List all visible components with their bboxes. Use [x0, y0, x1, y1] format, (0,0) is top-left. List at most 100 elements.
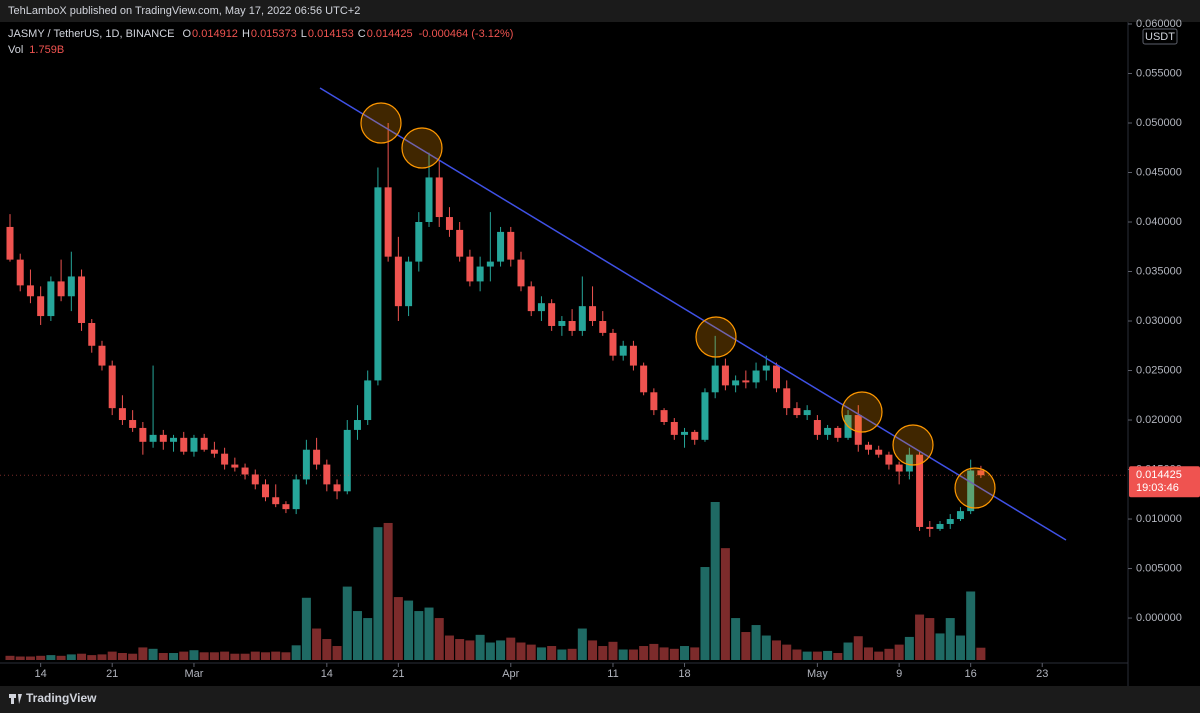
currency: USDT	[1145, 31, 1175, 43]
candle-body	[589, 306, 597, 322]
candle-body	[323, 464, 331, 485]
candle-body	[537, 303, 545, 312]
candle-body	[374, 187, 382, 381]
x-tick-label: Mar	[184, 668, 203, 680]
volume-bar	[148, 648, 158, 660]
volume-bar	[66, 654, 76, 660]
volume-bar	[853, 636, 863, 660]
x-tick-label: 18	[678, 668, 690, 680]
y-tick-label: 0.035000	[1136, 265, 1182, 277]
candle-body	[967, 470, 975, 512]
volume-bar	[863, 647, 873, 660]
candle-body	[752, 370, 760, 383]
volume-bar	[894, 644, 904, 660]
candle-body	[88, 322, 96, 346]
volume-bar	[455, 639, 465, 660]
candle-body	[118, 408, 126, 421]
touch-circle	[695, 316, 737, 358]
volume-bar	[36, 655, 46, 660]
x-tick-label: 11	[607, 668, 618, 680]
candle-body	[813, 420, 821, 435]
volume-bar	[87, 655, 97, 660]
volume-bar	[557, 649, 567, 660]
volume-bar	[465, 640, 475, 660]
candle-body	[926, 526, 934, 529]
x-tick-label: May	[807, 668, 828, 680]
volume-bar	[843, 642, 853, 660]
candle-body	[57, 281, 65, 297]
volume-bar	[792, 649, 802, 660]
volume-bar	[915, 614, 925, 660]
candle-body	[762, 365, 770, 371]
volume-bar	[301, 597, 311, 660]
x-tick-label: 21	[392, 668, 404, 680]
volume-bar	[935, 633, 945, 660]
volume-bar	[608, 641, 618, 660]
candle-body	[936, 523, 944, 529]
volume-bar	[618, 649, 628, 660]
candle-body	[578, 306, 586, 331]
volume-bar	[802, 651, 812, 660]
volume-bar	[659, 647, 669, 660]
volume-bar	[690, 647, 700, 660]
candle-body	[139, 427, 147, 442]
candle-body	[568, 321, 576, 331]
candle-body	[67, 276, 75, 297]
candle-body	[497, 231, 505, 262]
volume-bar	[363, 618, 373, 660]
volume-bar	[158, 653, 168, 660]
y-tick-label: 0.010000	[1136, 513, 1182, 525]
candle-body	[78, 276, 86, 323]
volume-bar	[577, 628, 587, 660]
volume-bar	[516, 642, 526, 660]
candle-body	[691, 431, 699, 440]
candle-body	[783, 388, 791, 409]
candle-body	[200, 437, 208, 450]
volume-bar	[955, 635, 965, 660]
x-tick-label: 14	[321, 668, 333, 680]
volume-bar	[250, 651, 260, 660]
candle-body	[599, 321, 607, 333]
candle-body	[548, 303, 556, 326]
plot-area	[0, 122, 1128, 660]
candle-body	[353, 420, 361, 430]
trend-line	[319, 87, 1067, 541]
candle-body	[875, 449, 883, 455]
volume-bar	[404, 600, 414, 660]
volume-bar	[414, 611, 424, 660]
touch-circle	[954, 467, 996, 509]
candle-body	[98, 345, 106, 366]
candle-body	[834, 427, 842, 438]
candle-body	[946, 519, 954, 524]
volume-bar	[731, 618, 741, 660]
volume-bar	[189, 650, 199, 660]
touch-circle	[841, 391, 883, 433]
candle-body	[282, 504, 290, 510]
legend-volume-key: Vol	[8, 44, 23, 56]
volume-bar	[291, 645, 301, 660]
candle-body	[670, 422, 678, 435]
legend-value: 0.014153	[308, 28, 354, 40]
volume-bar	[823, 650, 833, 660]
volume-bar	[25, 656, 35, 660]
legend-key: L	[301, 28, 307, 40]
volume-bar	[741, 632, 751, 660]
candle-body	[210, 449, 218, 454]
last-price-label: 0.014425	[1136, 469, 1182, 481]
candle-body	[394, 256, 402, 307]
legend-key: O	[182, 28, 191, 40]
volume-bar	[312, 628, 322, 660]
volume-bar	[209, 652, 219, 660]
volume-bar	[342, 586, 352, 660]
volume-bar	[976, 647, 986, 660]
volume-bar	[526, 644, 536, 660]
candle-body	[241, 467, 249, 475]
volume-bar	[444, 635, 454, 660]
candle-body	[803, 410, 811, 416]
legend-change: -0.000464 (-3.12%)	[419, 28, 514, 40]
candle-body	[486, 261, 494, 267]
candle-body	[435, 177, 443, 218]
candle-body	[650, 392, 658, 411]
